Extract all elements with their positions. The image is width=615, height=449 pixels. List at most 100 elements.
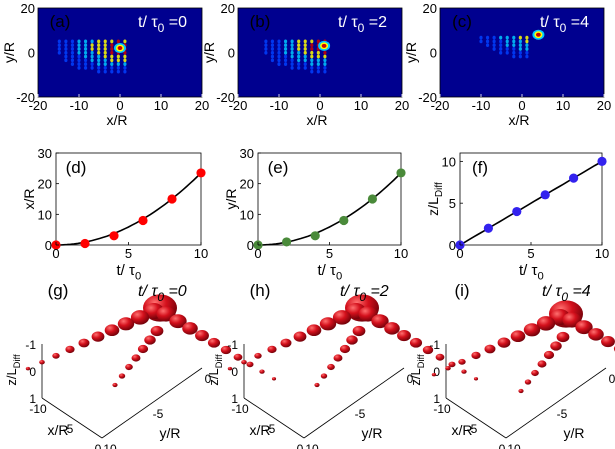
heatmap-spot	[90, 65, 94, 70]
heatmap-spot	[518, 43, 522, 48]
panel-label: (f)	[472, 158, 488, 177]
heatmap-spot	[323, 69, 327, 74]
heatmap-spot	[316, 54, 320, 59]
y-axis-label: x/R	[21, 189, 37, 210]
y-tick-label: 10	[240, 207, 254, 222]
x-tick-label: -10	[70, 98, 89, 113]
data-point	[569, 173, 579, 183]
heatmap-spot	[283, 50, 288, 55]
heatmap-spot	[323, 58, 327, 63]
heatmap-spot	[283, 39, 288, 44]
heatmap-spot	[110, 58, 114, 63]
y-axis-label: y/R	[362, 425, 383, 441]
heatmap-background	[440, 8, 604, 97]
heatmap-spot	[316, 62, 320, 66]
heatmap-spot	[90, 43, 94, 48]
z-axis-label: z/LDiff	[206, 354, 224, 386]
fit-curve	[258, 172, 402, 246]
heatmap-spot	[97, 54, 101, 59]
x-axis-label: x/R	[107, 112, 128, 128]
axes-frame	[459, 152, 603, 246]
heatmap-peak-core	[536, 32, 541, 37]
heatmap-spot	[97, 69, 101, 74]
y-axis-line	[101, 367, 203, 439]
x-axis-label: x/R	[307, 112, 328, 128]
sphere-blob	[333, 354, 343, 362]
heatmap-spot	[290, 50, 294, 55]
heatmap-spot	[97, 47, 101, 51]
heatmap-spot	[310, 47, 314, 51]
heatmap-spot	[270, 39, 275, 44]
time-label: t/ τ0 =0	[138, 14, 187, 35]
heatmap-spot	[123, 62, 127, 66]
data-point	[483, 223, 493, 233]
y-tick-label: -10	[503, 442, 521, 449]
data-point	[396, 168, 406, 178]
sphere-blob	[575, 320, 593, 335]
x-tick-label: 0	[297, 442, 304, 449]
sphere-blob	[182, 322, 198, 335]
y-axis-label: y/R	[160, 425, 181, 441]
heatmap-spot	[77, 47, 81, 51]
heatmap-spot	[103, 47, 107, 51]
data-point	[310, 231, 320, 241]
sphere-blob	[241, 359, 247, 365]
sphere-blob	[431, 372, 437, 377]
y-tick-label: 0	[28, 46, 35, 61]
heatmap-spot	[297, 65, 301, 70]
heatmap-spot	[499, 39, 503, 44]
sphere-blob	[91, 331, 105, 342]
y-axis-label: y/R	[1, 42, 17, 63]
heatmap-spot	[64, 50, 68, 55]
heatmap-spot	[303, 62, 307, 66]
heatmap-spot	[103, 62, 107, 66]
heatmap-spot	[290, 58, 294, 63]
scatter-panel-f: 0 5 10 0 5 10 (f) t/ τ0 z/LDiff	[425, 152, 609, 283]
heatmap-spot	[290, 62, 294, 66]
heatmap-spot	[303, 58, 307, 63]
x-tick-label: 5	[125, 246, 132, 261]
data-point	[540, 190, 550, 200]
heatmap-spot	[492, 47, 496, 51]
heatmap-spot	[110, 62, 114, 66]
sphere-blob	[144, 335, 156, 345]
heatmap-spot	[518, 35, 522, 40]
x-axis-label: t/ τ0	[318, 262, 343, 283]
x-tick-label: -10	[433, 402, 451, 416]
y-tick-label: 0	[205, 372, 212, 386]
z-tick-label: 1	[29, 392, 36, 406]
sphere-blob	[473, 377, 479, 381]
heatmap-spot	[57, 39, 61, 44]
heatmap-spot	[83, 47, 88, 51]
heatmap-spot	[290, 43, 294, 48]
sphere-blob	[52, 352, 60, 359]
heatmap-spot	[310, 39, 314, 44]
heatmap-spot	[525, 43, 529, 48]
heatmap-spot	[518, 47, 522, 51]
heatmap-spot	[277, 58, 281, 63]
heatmap-spot	[123, 58, 127, 63]
heatmap-peak-core	[321, 43, 327, 48]
y-tick-label: 0	[430, 46, 437, 61]
y-tick-label: 0	[45, 238, 52, 253]
heatmap-spot	[512, 47, 516, 51]
heatmap-spot	[277, 54, 281, 59]
y-tick-label: 0	[407, 372, 414, 386]
sphere-blob	[332, 310, 352, 325]
y-tick-label: -5	[557, 407, 568, 421]
heatmap-spot	[316, 39, 320, 44]
heatmap-spot	[83, 43, 88, 48]
data-point	[109, 231, 119, 241]
y-axis-label: y/R	[201, 42, 217, 63]
data-point	[597, 156, 607, 166]
heatmap-spot	[485, 43, 490, 48]
z-tick-label: 0	[231, 365, 238, 379]
sphere-blob	[271, 377, 277, 381]
heatmap-spot	[83, 39, 88, 44]
sphere-blob	[246, 361, 254, 368]
x-tick-label: 0	[116, 98, 123, 113]
heatmap-spot	[277, 50, 281, 55]
heatmap-spot	[505, 35, 509, 40]
data-point	[138, 215, 148, 226]
z-tick-label: -1	[25, 338, 36, 352]
